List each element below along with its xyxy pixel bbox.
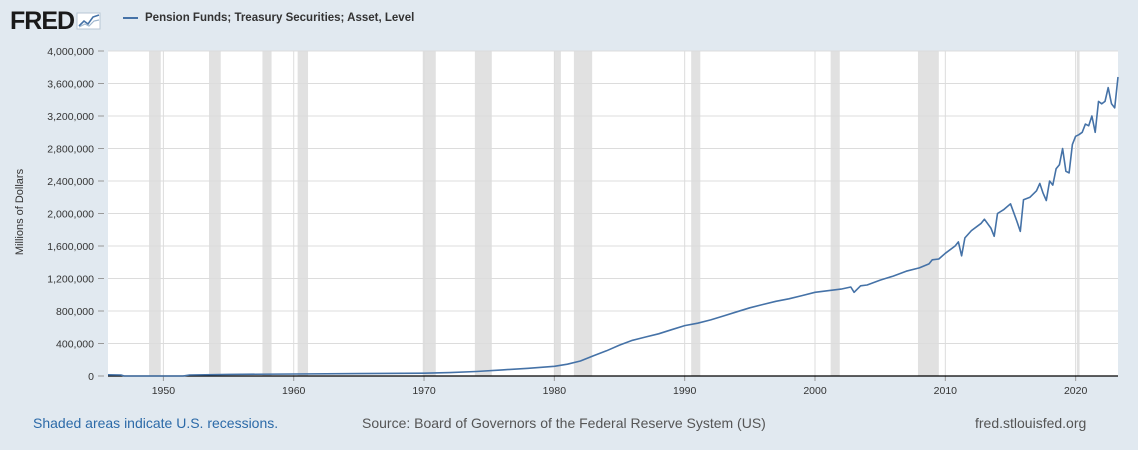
line-chart[interactable]: 0 400,000 800,000 1,200,000 1,600,000 2,000,0… <box>0 0 1138 400</box>
grid-lines <box>108 50 1118 376</box>
y-tick-label: 2,000,000 <box>47 209 94 221</box>
series-line[interactable] <box>107 76 1119 377</box>
y-tick-label: 2,800,000 <box>47 144 94 156</box>
source-note: Source: Board of Governors of the Federa… <box>362 415 766 431</box>
x-tick-label: 1980 <box>543 385 567 397</box>
y-tick-label: 4,000,000 <box>47 46 94 58</box>
recession-note-link[interactable]: Shaded areas indicate U.S. recessions. <box>33 415 279 431</box>
x-tick-label: 1970 <box>412 385 436 397</box>
fred-url[interactable]: fred.stlouisfed.org <box>975 415 1087 431</box>
y-tick-label: 2,400,000 <box>47 176 94 188</box>
legend-series-label: Pension Funds; Treasury Securities; Asse… <box>145 12 415 24</box>
y-tick-label: 3,200,000 <box>47 111 94 123</box>
y-tick-label: 1,200,000 <box>47 274 94 286</box>
x-tick-label: 1960 <box>282 385 306 397</box>
fred-logo-text: FRED <box>10 6 75 35</box>
x-tick-label: 2000 <box>803 385 827 397</box>
y-tick-label: 0 <box>88 371 94 383</box>
legend[interactable]: Pension Funds; Treasury Securities; Asse… <box>123 12 414 24</box>
trend-chart-icon <box>76 12 101 30</box>
x-tick-label: 1950 <box>152 385 176 397</box>
y-tick-label: 1,600,000 <box>47 241 94 253</box>
y-tick-label: 3,600,000 <box>47 79 94 91</box>
chart-footer: Shaded areas indicate U.S. recessions. S… <box>0 415 1138 435</box>
y-tick-label: 800,000 <box>56 306 94 318</box>
fred-logo[interactable]: FRED <box>10 6 102 36</box>
legend-swatch <box>123 17 138 19</box>
series-group <box>107 76 1119 377</box>
x-tick-label: 1990 <box>673 385 697 397</box>
chart-header: FRED Pension Funds; Treasury Securities;… <box>0 0 1138 44</box>
x-axis-ticks: 1950 1960 1970 1980 1990 2000 2010 2020 <box>152 376 1088 397</box>
y-axis-ticks: 0 400,000 800,000 1,200,000 1,600,000 2,000,0… <box>47 46 104 383</box>
x-tick-label: 2010 <box>934 385 958 397</box>
x-tick-label: 2020 <box>1064 385 1088 397</box>
y-tick-label: 400,000 <box>56 339 94 351</box>
